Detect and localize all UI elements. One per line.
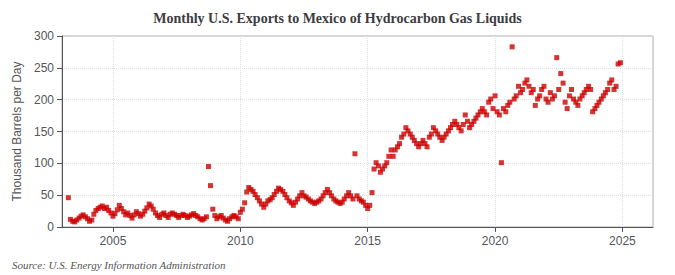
svg-text:2010: 2010 — [227, 234, 254, 248]
svg-text:2025: 2025 — [609, 234, 636, 248]
svg-text:200: 200 — [34, 93, 54, 107]
svg-text:100: 100 — [34, 156, 54, 170]
svg-text:0: 0 — [47, 220, 54, 234]
svg-text:2020: 2020 — [482, 234, 509, 248]
svg-text:250: 250 — [34, 61, 54, 75]
svg-text:50: 50 — [41, 188, 55, 202]
svg-text:Thousand Barrels per Day: Thousand Barrels per Day — [10, 61, 24, 201]
svg-text:2005: 2005 — [100, 234, 127, 248]
svg-text:300: 300 — [34, 29, 54, 43]
svg-text:150: 150 — [34, 125, 54, 139]
svg-text:Source: U.S. Energy Informatio: Source: U.S. Energy Information Administ… — [12, 259, 226, 271]
svg-text:Monthly U.S. Exports to Mexico: Monthly U.S. Exports to Mexico of Hydroc… — [153, 11, 522, 26]
svg-text:2015: 2015 — [354, 234, 381, 248]
